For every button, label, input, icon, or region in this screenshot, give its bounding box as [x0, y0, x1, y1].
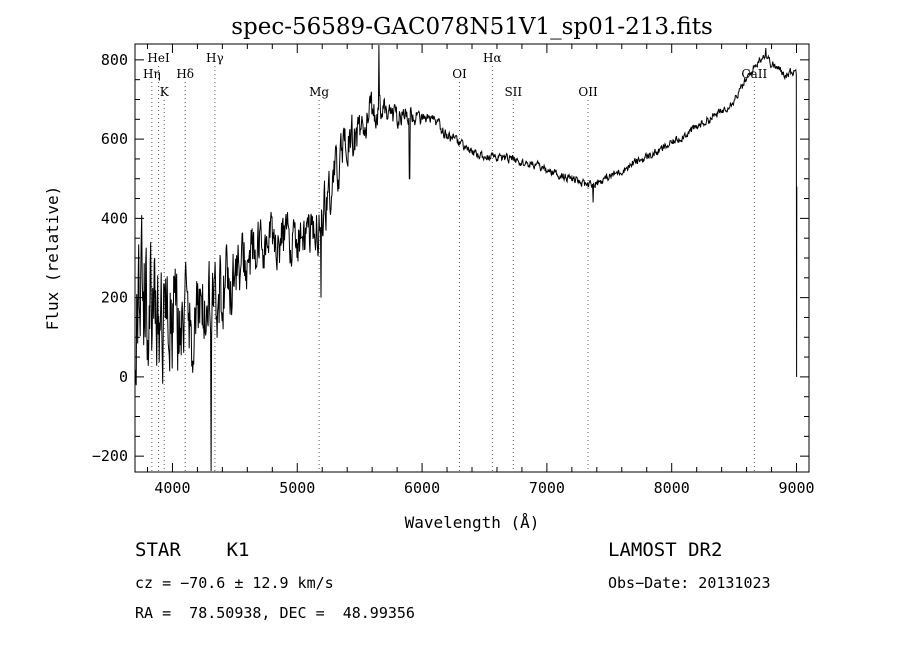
- chart-title: spec-56589-GAC078N51V1_sp01-213.fits: [231, 14, 713, 40]
- spectral-line-label: OI: [452, 67, 467, 81]
- x-tick-label: 8000: [654, 479, 690, 497]
- y-tick-label: 400: [101, 209, 128, 227]
- x-tick-label: 9000: [778, 479, 814, 497]
- y-tick-label: 200: [101, 289, 128, 307]
- sky-coordinates: RA = 78.50938, DEC = 48.99356: [135, 604, 415, 622]
- survey-name: LAMOST DR2: [608, 539, 723, 561]
- axis-ticks: 4000 5000 6000 7000 8000 9000 −200 0 200 400 600 80…: [92, 44, 815, 497]
- spectral-line-label: Hδ: [176, 67, 194, 81]
- spectral-line-label: Hγ: [206, 51, 224, 65]
- object-class: STAR K1: [135, 539, 250, 561]
- spectral-line-label: K: [160, 85, 170, 99]
- y-tick-label: 800: [101, 51, 128, 69]
- spectral-line-label: Mg: [309, 85, 329, 99]
- redshift-velocity: cz = −70.6 ± 12.9 km/s: [135, 574, 334, 592]
- y-axis-label: Flux (relative): [43, 186, 62, 331]
- spectral-line-label: SII: [504, 85, 522, 99]
- spectral-line-label: HeI: [147, 51, 170, 65]
- x-tick-label: 7000: [529, 479, 565, 497]
- y-tick-label: 600: [101, 130, 128, 148]
- x-tick-label: 6000: [404, 479, 440, 497]
- observation-date: Obs−Date: 20131023: [608, 574, 771, 592]
- x-axis-label: Wavelength (Å): [405, 513, 540, 532]
- x-tick-label: 4000: [154, 479, 190, 497]
- spectral-line-markers: HeI Hγ Hα Hη Hδ OI CaII K Mg OII SII: [143, 51, 767, 472]
- x-tick-label: 5000: [279, 479, 315, 497]
- spectral-line-label: Hη: [143, 67, 161, 81]
- y-tick-label: −200: [92, 447, 128, 465]
- spectrum-line: [134, 44, 798, 472]
- spectral-line-label: CaII: [741, 67, 767, 81]
- spectral-line-label: OII: [578, 85, 598, 99]
- spectral-line-label: Hα: [483, 51, 502, 65]
- y-tick-label: 0: [119, 368, 128, 386]
